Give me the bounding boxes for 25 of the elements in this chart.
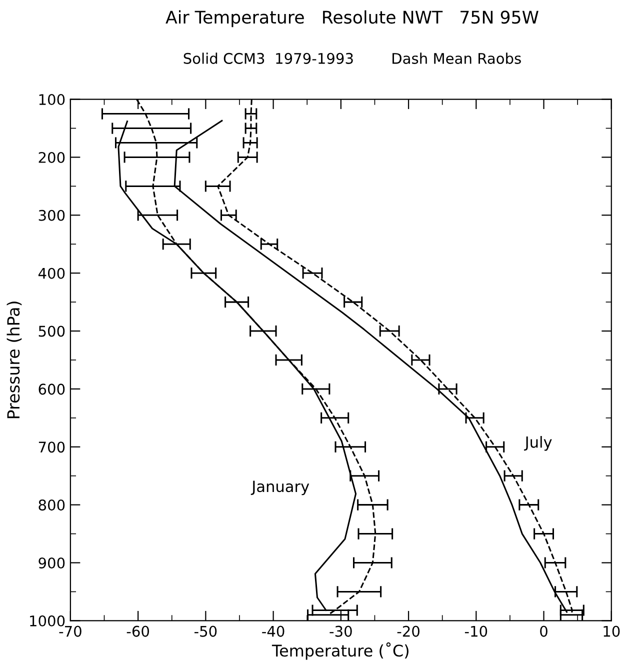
annotation: July <box>524 436 552 451</box>
x-tick-label: -10 <box>464 626 488 637</box>
x-tick-label: -50 <box>194 626 217 637</box>
y-tick-label: 200 <box>38 152 65 163</box>
x-tick-label: -30 <box>330 626 352 637</box>
y-axis-title: Pressure (hPa) <box>6 302 22 418</box>
x-tick-label: -40 <box>262 626 284 637</box>
y-tick-label: 500 <box>38 326 65 337</box>
y-tick-label: 800 <box>38 500 65 511</box>
y-tick-label: 400 <box>38 268 65 279</box>
x-tick-label: 10 <box>604 626 620 637</box>
y-tick-label: 900 <box>38 557 65 568</box>
y-tick-label: 300 <box>38 210 65 221</box>
y-tick-label: 1000 <box>30 615 65 626</box>
x-tick-label: -20 <box>397 626 420 637</box>
chart-title: Air Temperature Resolute NWT 75N 95W <box>166 10 538 28</box>
x-tick-label: -60 <box>126 626 150 637</box>
y-tick-label: 700 <box>38 442 65 453</box>
chart-subtitle: Solid CCM3 1979-1993 Dash Mean Raobs <box>184 52 521 64</box>
annotation: January <box>250 480 310 496</box>
y-tick-label: 600 <box>38 384 65 395</box>
x-tick-label: -70 <box>59 626 82 637</box>
x-tick-label: 0 <box>540 626 548 637</box>
y-tick-label: 100 <box>39 94 65 106</box>
x-axis-title: Temperature (˚C) <box>272 642 408 660</box>
